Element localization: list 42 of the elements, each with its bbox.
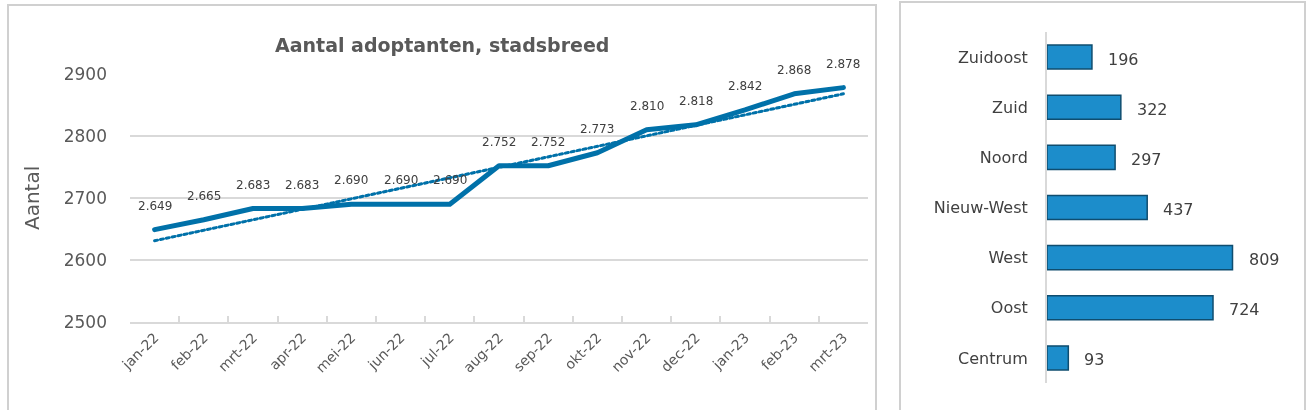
bar	[1047, 194, 1148, 221]
data-label: 2.683	[285, 178, 320, 192]
y-axis-title: Aantal	[20, 165, 44, 230]
y-tick-label: 2800	[63, 125, 107, 146]
bar	[1047, 244, 1234, 271]
data-label: 2.665	[187, 189, 222, 203]
data-label: 2.773	[580, 122, 615, 136]
data-label: 2.690	[384, 173, 419, 187]
data-label: 2.752	[482, 135, 517, 149]
y-tick-label: Zuidoost	[957, 47, 1028, 67]
bar	[1047, 94, 1122, 120]
data-label: 437	[1163, 200, 1194, 219]
data-label: 196	[1108, 50, 1139, 69]
data-label: 322	[1137, 100, 1168, 119]
y-tick-label: 2600	[63, 249, 107, 270]
data-label: 2.842	[728, 79, 763, 93]
bar	[1047, 44, 1093, 70]
y-tick-label: West	[988, 248, 1028, 268]
y-tick-label: 2500	[63, 311, 107, 332]
data-label: 2.683	[236, 178, 271, 192]
data-label: 724	[1229, 300, 1260, 319]
data-label: 2.878	[826, 57, 861, 71]
data-label: 2.649	[138, 199, 173, 213]
data-label: 2.810	[630, 99, 665, 113]
y-tick-label: Zuid	[992, 97, 1028, 117]
y-tick-label: Oost	[990, 298, 1028, 318]
y-tick-label: Centrum	[958, 348, 1028, 368]
y-tick-label: 2900	[63, 63, 107, 84]
data-label: 297	[1131, 150, 1162, 169]
data-label: 93	[1084, 350, 1105, 369]
data-label: 2.690	[334, 173, 369, 187]
bar	[1047, 295, 1214, 321]
y-tick-label: 2700	[63, 187, 107, 208]
bar	[1047, 144, 1116, 171]
data-label: 2.818	[679, 94, 714, 108]
data-label: 2.868	[777, 63, 812, 77]
data-label: 2.752	[531, 135, 566, 149]
data-label: 809	[1249, 250, 1280, 269]
y-tick-label: Nieuw-West	[933, 198, 1028, 218]
chart-title: Aantal adoptanten, stadsbreed	[275, 34, 610, 56]
y-tick-label: Noord	[979, 147, 1028, 167]
bar	[1047, 345, 1070, 371]
